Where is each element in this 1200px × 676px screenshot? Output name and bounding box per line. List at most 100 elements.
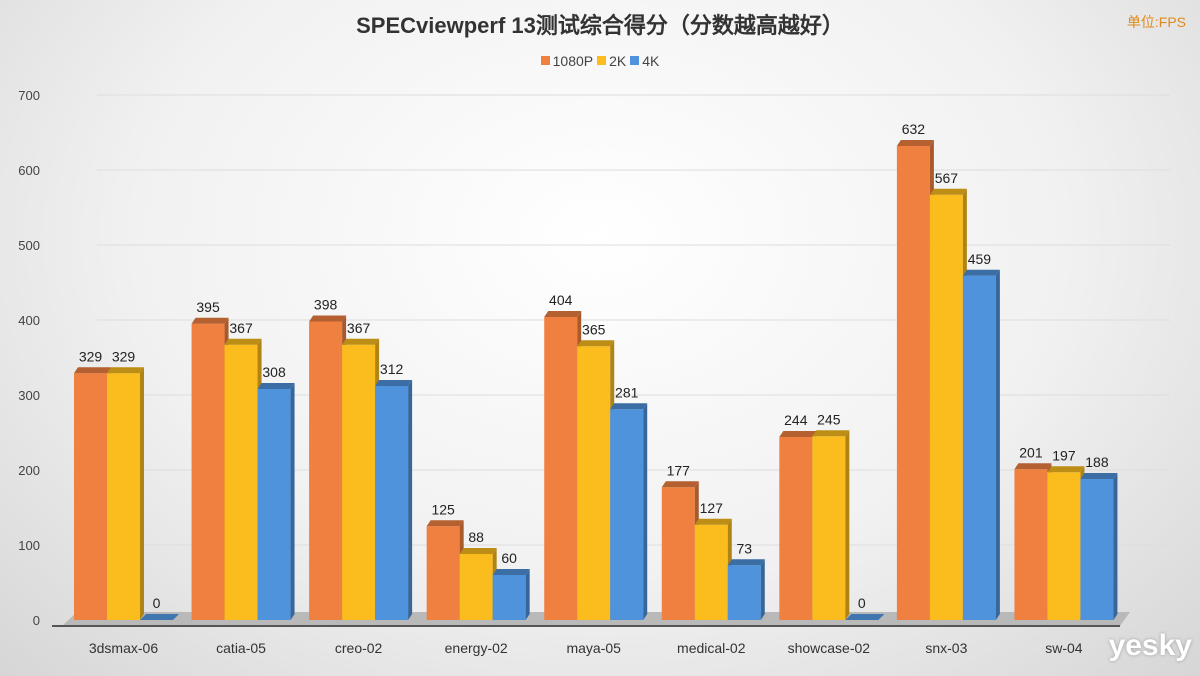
bar-face [577, 346, 611, 620]
bar-side [845, 430, 850, 620]
data-label: 60 [501, 550, 517, 566]
bar-1080p-3dsmax-06: 329 [74, 348, 111, 620]
y-tick-label: 300 [18, 388, 40, 403]
legend: 1080P 2K 4K [0, 52, 1200, 69]
bar-1080p-medical-02: 177 [661, 462, 699, 620]
bar-2k-maya-05: 365 [577, 321, 615, 620]
data-label: 459 [968, 251, 992, 267]
data-label: 0 [153, 595, 161, 611]
data-label: 567 [935, 170, 959, 186]
data-label: 398 [314, 297, 338, 313]
y-tick-label: 100 [18, 538, 40, 553]
data-label: 73 [736, 540, 752, 556]
bar-face [74, 373, 107, 620]
bar-side [290, 383, 295, 620]
x-tick-label: snx-03 [925, 640, 967, 656]
unit-label: 单位:FPS [1126, 14, 1186, 30]
bar-top [962, 269, 1000, 276]
bar-1080p-catia-05: 395 [191, 299, 229, 620]
bar-top [1080, 473, 1118, 479]
bar-top [309, 315, 347, 322]
bar-top [140, 614, 179, 620]
bar-face [962, 275, 996, 620]
data-label: 245 [817, 411, 841, 427]
bar-side [525, 569, 530, 620]
bar-face [812, 436, 846, 620]
bar-top [727, 559, 765, 566]
data-label: 201 [1019, 444, 1043, 460]
y-tick-label: 600 [18, 163, 40, 178]
legend-swatch [540, 56, 550, 65]
bar-top [74, 367, 111, 374]
x-tick-label: catia-05 [216, 640, 266, 656]
bar-4k-3dsmax-06: 0 [140, 595, 179, 620]
bar-face [929, 194, 963, 620]
bar-face [661, 487, 695, 620]
y-tick-label: 700 [18, 88, 40, 103]
bar-top [1047, 466, 1085, 473]
bar-2k-energy-02: 88 [459, 529, 497, 620]
data-label: 188 [1085, 454, 1109, 470]
bar-side [760, 559, 765, 620]
bar-face [107, 373, 140, 620]
data-label: 329 [112, 348, 136, 364]
bar-face [224, 344, 258, 620]
legend-label: 2K [609, 52, 627, 69]
bar-4k-creo-02: 312 [375, 361, 413, 620]
bar-face [257, 389, 291, 620]
x-tick-label: 3dsmax-06 [89, 640, 158, 656]
bar-top [845, 614, 885, 620]
bar-2k-creo-02: 367 [342, 320, 380, 620]
y-tick-label: 400 [18, 313, 40, 328]
bar-top [694, 518, 732, 525]
bar-face [191, 323, 225, 620]
bar-side [1113, 473, 1118, 620]
x-tick-label: medical-02 [677, 640, 746, 656]
bar-2k-3dsmax-06: 329 [107, 348, 144, 620]
bar-4k-snx-03: 459 [962, 251, 1000, 620]
bar-top [1014, 463, 1052, 470]
data-label: 281 [615, 384, 639, 400]
bar-1080p-sw-04: 201 [1014, 444, 1052, 620]
legend-item-2k: 2K [597, 53, 626, 69]
data-label: 244 [784, 412, 808, 428]
bar-face [896, 146, 930, 620]
data-label: 365 [582, 321, 606, 337]
bar-4k-energy-02: 60 [492, 550, 530, 620]
data-label: 177 [667, 462, 691, 478]
data-label: 329 [79, 348, 103, 364]
bar-face [492, 575, 526, 620]
bar-face [426, 526, 460, 620]
bar-face [610, 409, 644, 620]
bar-1080p-snx-03: 632 [896, 121, 934, 620]
y-tick-label: 200 [18, 463, 40, 478]
legend-label: 1080P [552, 52, 594, 69]
data-label: 125 [431, 501, 455, 517]
bar-2k-showcase-02: 245 [812, 411, 850, 620]
x-tick-label: showcase-02 [788, 640, 871, 656]
bar-4k-sw-04: 188 [1080, 454, 1118, 620]
bar-side [408, 380, 413, 620]
bar-top [661, 481, 699, 488]
bar-top [929, 188, 967, 195]
bar-top [492, 569, 530, 575]
x-tick-label: maya-05 [566, 640, 621, 656]
data-label: 312 [380, 361, 404, 377]
data-label: 197 [1052, 447, 1076, 463]
data-label: 404 [549, 292, 573, 308]
bar-face [694, 524, 728, 620]
data-label: 308 [262, 364, 286, 380]
bar-top [107, 367, 144, 374]
bar-1080p-showcase-02: 244 [779, 412, 817, 620]
legend-swatch [597, 56, 607, 65]
bar-top [426, 520, 464, 527]
bar-face [1047, 472, 1081, 620]
bar-face [375, 386, 409, 620]
bar-1080p-energy-02: 125 [426, 501, 464, 620]
data-label: 88 [468, 529, 484, 545]
bar-top [375, 380, 413, 386]
bar-1080p-maya-05: 404 [544, 292, 582, 620]
bar-face [544, 317, 578, 620]
chart-title: SPECviewperf 13测试综合得分（分数越高越好） [356, 13, 844, 38]
bar-face [1080, 479, 1114, 620]
